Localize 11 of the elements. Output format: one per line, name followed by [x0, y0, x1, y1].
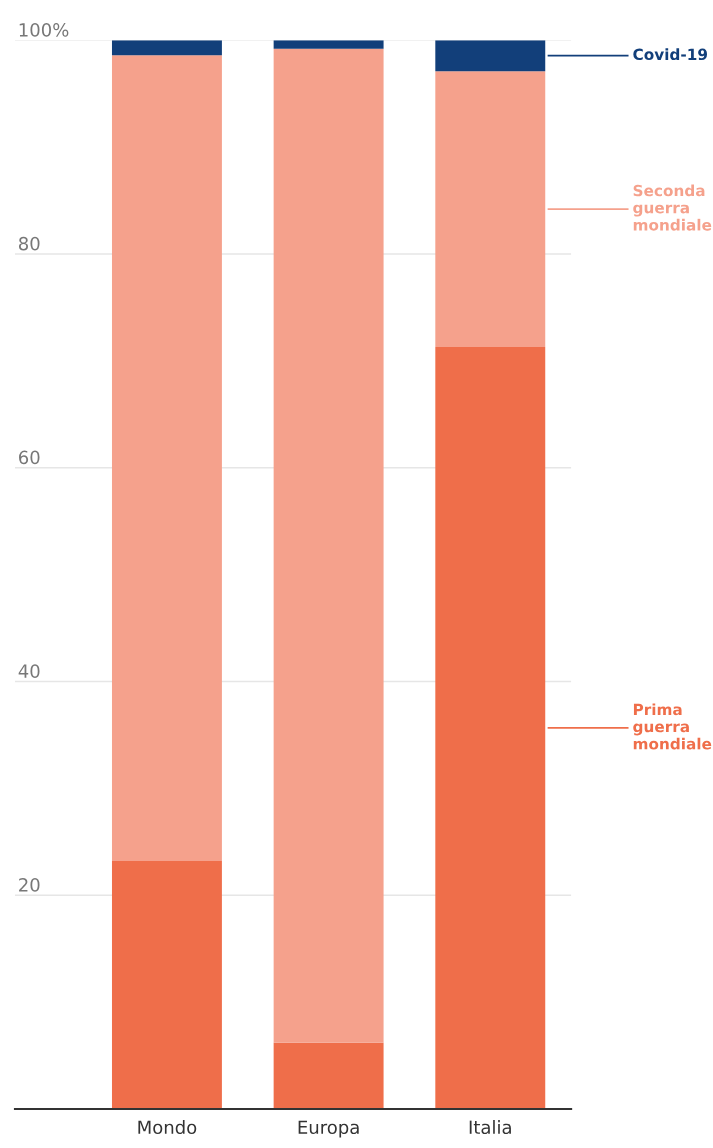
y-tick-label: 80	[18, 236, 40, 251]
y-tick-label: 20	[19, 878, 40, 892]
text: Prima guerra mondiale	[633, 703, 712, 750]
y-tick-label: 40	[18, 664, 40, 678]
x-tick-label: Europa	[298, 1120, 359, 1138]
text: Seconda guerra mondiale	[633, 184, 712, 231]
y-tick-label: 60	[19, 450, 40, 465]
x-tick-label: Mondo	[138, 1120, 197, 1135]
y-tick-label: 100%	[19, 23, 69, 37]
text: Covid-19	[633, 48, 708, 61]
x-tick-label: Italia	[469, 1120, 511, 1135]
